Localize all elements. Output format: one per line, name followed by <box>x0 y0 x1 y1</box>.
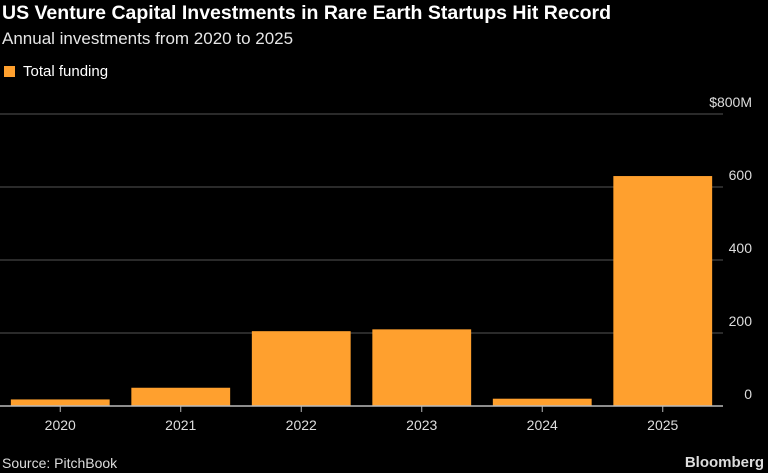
legend-swatch <box>4 66 15 77</box>
x-tick-label: 2023 <box>406 417 437 433</box>
y-tick-label: 0 <box>744 386 752 402</box>
y-tick-label: 600 <box>729 167 753 183</box>
x-tick-label: 2020 <box>45 417 76 433</box>
x-tick-label: 2022 <box>286 417 317 433</box>
bar-2024 <box>492 398 592 406</box>
chart-subtitle: Annual investments from 2020 to 2025 <box>2 29 294 48</box>
x-tick-label: 2025 <box>647 417 678 433</box>
bar-2021 <box>131 387 231 406</box>
y-tick-label: 400 <box>729 240 753 256</box>
bar-2020 <box>10 399 110 406</box>
legend-label: Total funding <box>23 63 109 80</box>
x-tick-label: 2021 <box>165 417 196 433</box>
bar-2022 <box>251 331 351 406</box>
bar-2025 <box>613 176 713 406</box>
y-tick-label: 200 <box>729 313 753 329</box>
x-tick-label: 2024 <box>527 417 558 433</box>
bar-2023 <box>372 329 472 406</box>
bloomberg-logo: Bloomberg <box>684 454 764 471</box>
chart-title: US Venture Capital Investments in Rare E… <box>2 2 611 24</box>
source-note: Source: PitchBook <box>2 455 118 471</box>
legend: Total funding <box>4 63 108 80</box>
y-tick-label: $800M <box>709 94 752 110</box>
